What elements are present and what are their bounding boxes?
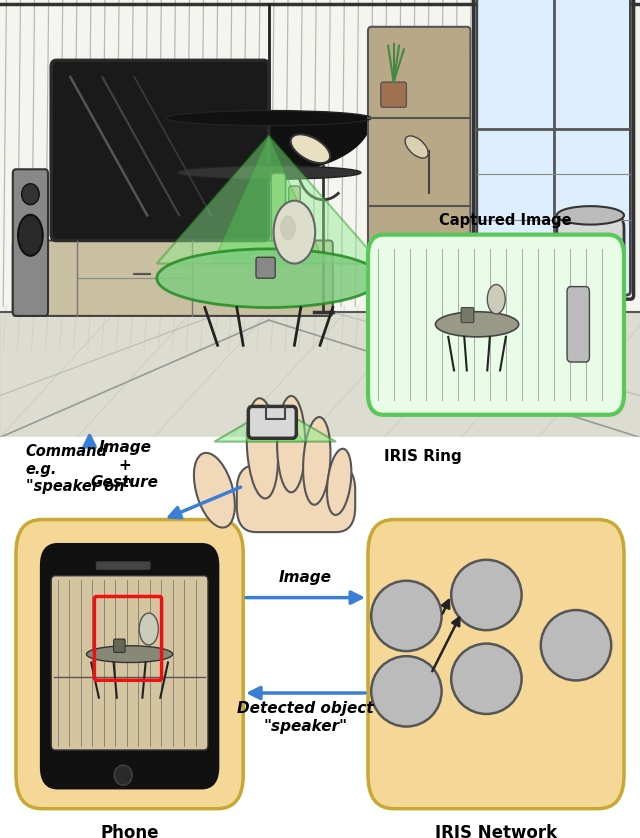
Polygon shape — [214, 406, 336, 442]
Ellipse shape — [303, 417, 330, 504]
Text: Image: Image — [279, 570, 332, 585]
Ellipse shape — [115, 765, 132, 785]
Ellipse shape — [86, 646, 173, 663]
FancyBboxPatch shape — [51, 60, 269, 241]
Ellipse shape — [327, 448, 351, 515]
Ellipse shape — [247, 398, 278, 499]
Text: IRIS Network: IRIS Network — [435, 824, 557, 838]
FancyBboxPatch shape — [42, 545, 218, 788]
FancyBboxPatch shape — [567, 287, 589, 362]
FancyBboxPatch shape — [237, 465, 355, 532]
Ellipse shape — [166, 111, 371, 126]
Polygon shape — [212, 136, 324, 264]
Ellipse shape — [291, 134, 330, 163]
FancyBboxPatch shape — [368, 27, 470, 295]
FancyBboxPatch shape — [557, 215, 624, 345]
Text: Command
e.g.
"speaker on": Command e.g. "speaker on" — [26, 444, 132, 494]
Ellipse shape — [451, 560, 522, 630]
FancyBboxPatch shape — [477, 0, 630, 295]
FancyBboxPatch shape — [461, 308, 474, 323]
Polygon shape — [157, 136, 381, 264]
Ellipse shape — [140, 613, 159, 645]
Ellipse shape — [541, 610, 611, 680]
Text: Image
+
Gesture: Image + Gesture — [91, 440, 159, 490]
FancyBboxPatch shape — [114, 639, 125, 653]
Ellipse shape — [371, 581, 442, 651]
Ellipse shape — [277, 396, 305, 493]
FancyBboxPatch shape — [368, 520, 624, 809]
Ellipse shape — [557, 206, 624, 225]
FancyBboxPatch shape — [13, 169, 48, 316]
Ellipse shape — [451, 644, 522, 714]
FancyBboxPatch shape — [16, 520, 243, 809]
FancyBboxPatch shape — [256, 257, 275, 278]
Ellipse shape — [157, 249, 381, 308]
Ellipse shape — [194, 453, 235, 528]
Ellipse shape — [273, 201, 315, 263]
Text: IRIS Ring: IRIS Ring — [384, 449, 461, 464]
Ellipse shape — [435, 312, 518, 337]
FancyBboxPatch shape — [289, 186, 300, 241]
Polygon shape — [246, 406, 304, 442]
Ellipse shape — [280, 215, 296, 241]
Ellipse shape — [487, 285, 505, 313]
FancyBboxPatch shape — [51, 576, 208, 750]
FancyBboxPatch shape — [248, 406, 296, 438]
Text: Captured Image: Captured Image — [439, 213, 572, 228]
Polygon shape — [166, 118, 371, 173]
FancyBboxPatch shape — [0, 0, 640, 437]
Ellipse shape — [22, 184, 39, 204]
FancyBboxPatch shape — [381, 82, 406, 107]
FancyBboxPatch shape — [96, 561, 150, 570]
Ellipse shape — [177, 166, 361, 179]
FancyBboxPatch shape — [368, 235, 624, 415]
FancyBboxPatch shape — [271, 173, 285, 241]
FancyBboxPatch shape — [13, 241, 333, 316]
Ellipse shape — [18, 215, 43, 256]
Text: Phone: Phone — [100, 824, 159, 838]
Text: Detected object
"speaker": Detected object "speaker" — [237, 701, 374, 734]
Ellipse shape — [371, 656, 442, 727]
Ellipse shape — [463, 260, 492, 305]
FancyBboxPatch shape — [454, 245, 499, 328]
Ellipse shape — [405, 136, 428, 158]
